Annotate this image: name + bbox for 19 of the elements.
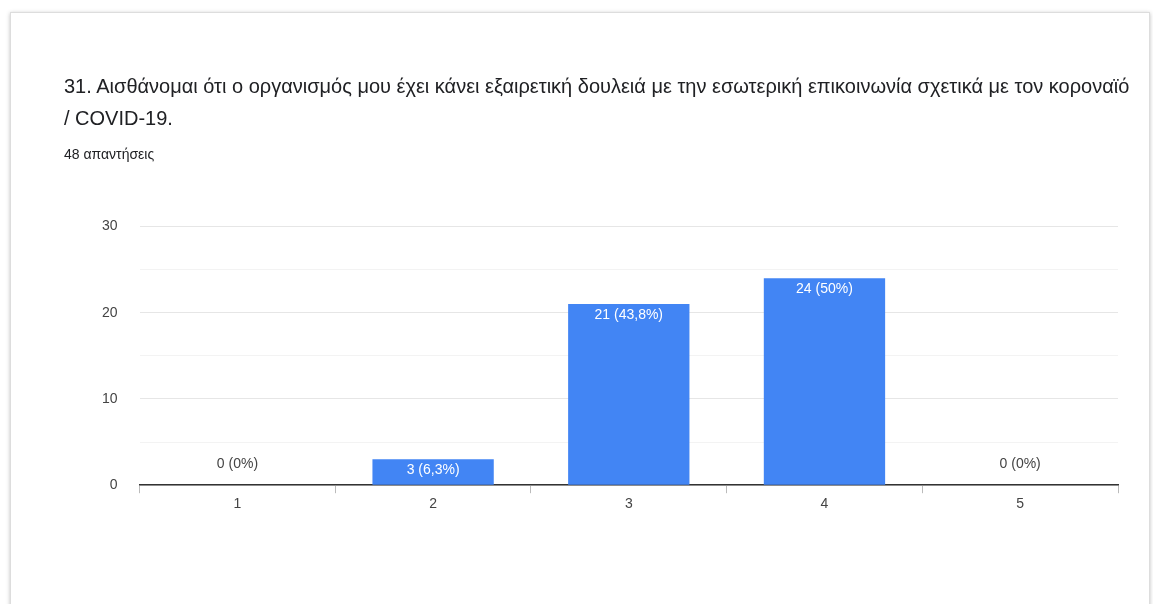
x-tick-label: 1 <box>233 495 242 512</box>
x-tick-label: 3 <box>624 495 633 512</box>
chart-subtitle: 48 απαντήσεις <box>64 146 155 162</box>
y-tick-label: 10 <box>101 389 118 406</box>
y-tick-label: 20 <box>101 303 118 320</box>
bar <box>568 304 690 485</box>
bar <box>372 459 494 485</box>
data-label: 3 (6,3%) <box>406 461 460 478</box>
y-tick-label: 30 <box>101 217 118 234</box>
x-tick-label: 4 <box>820 495 829 512</box>
data-label: 21 (43,8%) <box>594 305 664 322</box>
x-tick-label: 2 <box>429 495 438 512</box>
bar <box>763 278 886 485</box>
y-tick-label: 0 <box>109 476 118 493</box>
data-label: 0 (0%) <box>999 455 1041 472</box>
data-label: 0 (0%) <box>216 455 259 472</box>
x-tick-label: 5 <box>1016 495 1025 512</box>
chart-title: 31. Αισθάνομαι ότι ο οργανισμός μου έχει κάνει εξαιρετική δουλειά με την εσωτερική επικοινωνία σχετικά με τον κοροναϊό / COVID-19. <box>64 74 1131 131</box>
data-label: 24 (50%) <box>796 280 853 297</box>
